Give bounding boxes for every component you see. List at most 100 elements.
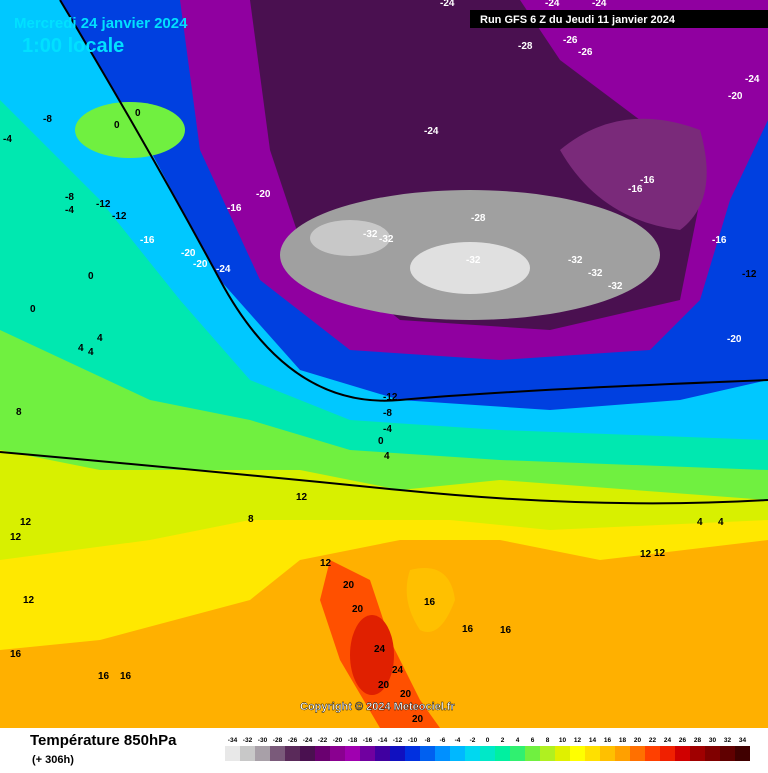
scale-swatch — [270, 746, 285, 761]
scale-swatch — [540, 746, 555, 761]
scale-swatch — [630, 746, 645, 761]
scale-swatch — [330, 746, 345, 761]
scale-swatch — [225, 746, 240, 761]
scale-swatch — [615, 746, 630, 761]
contour-label: 12 — [654, 548, 666, 559]
contour-label: 12 — [640, 549, 652, 560]
contour-label: -16 — [140, 235, 155, 246]
contour-label: -26 — [563, 35, 578, 46]
scale-label: -22 — [318, 737, 328, 744]
contour-labels: -24 -24 -24-28-26-26-24-20-24-800-4-8-4-12… — [3, 0, 760, 725]
scale-label: -10 — [408, 737, 418, 744]
contour-label: 12 — [296, 492, 308, 503]
map — [0, 0, 768, 728]
scale-swatch — [555, 746, 570, 761]
scale-swatch — [465, 746, 480, 761]
contour-label: -28 — [471, 213, 486, 224]
scale-label: 16 — [604, 737, 612, 744]
scale-swatch — [735, 746, 750, 761]
contour-label: 16 — [98, 671, 110, 682]
scale-label: -32 — [243, 737, 253, 744]
contour-label: 0 — [88, 271, 94, 282]
scale-swatch — [255, 746, 270, 761]
contour-label: -26 — [578, 47, 593, 58]
scale-label: 26 — [679, 737, 687, 744]
color-scale: -34 -32 -30 -28 -26 -24 -22 -20 -18 -16 -14 -12 -10-… — [225, 737, 750, 761]
scale-label: -34 — [228, 737, 238, 744]
contour-label: -32 — [379, 234, 394, 245]
contour-label: -32 — [363, 229, 378, 240]
scale-label: 32 — [724, 737, 732, 744]
scale-swatch — [585, 746, 600, 761]
contour-label: 8 — [248, 514, 254, 525]
contour-label: 16 — [500, 625, 512, 636]
scale-swatch — [240, 746, 255, 761]
scale-label: -30 — [258, 737, 268, 744]
contour-label: 4 — [697, 517, 703, 528]
contour-label: 4 — [384, 451, 390, 462]
scale-swatch — [510, 746, 525, 761]
contour-label: -12 — [383, 392, 398, 403]
contour-label: 16 — [462, 624, 474, 635]
scale-label: -4 — [455, 737, 461, 744]
contour-label: -16 — [628, 184, 643, 195]
scale-label: 30 — [709, 737, 717, 744]
scale-swatch — [450, 746, 465, 761]
contour-label: -16 — [640, 175, 655, 186]
scale-swatch — [720, 746, 735, 761]
scale-swatch — [420, 746, 435, 761]
contour-label: -16 — [227, 203, 242, 214]
contour-label: -24 — [216, 264, 231, 275]
contour-label: 0 — [30, 304, 36, 315]
contour-label: -20 — [728, 91, 743, 102]
legend-lead: (+ 306h) — [32, 754, 74, 766]
scale-label: -14 — [378, 737, 388, 744]
contour-label: 8 — [16, 407, 22, 418]
contour-label: -20 — [727, 334, 742, 345]
contour-label: -28 — [518, 41, 533, 52]
scale-swatch — [600, 746, 615, 761]
run-info: Run GFS 6 Z du Jeudi 11 janvier 2024 — [480, 14, 676, 26]
contour-label: -32 — [466, 255, 481, 266]
contour-label: -24 — [424, 126, 439, 137]
scale-swatch — [705, 746, 720, 761]
contour-label: 16 — [120, 671, 132, 682]
contour-label: 4 — [97, 333, 103, 344]
contour-label: 4 — [88, 347, 94, 358]
contour-label: -20 — [256, 189, 271, 200]
scale-label: 8 — [546, 737, 550, 744]
scale-swatch — [285, 746, 300, 761]
scale-label: 20 — [634, 737, 642, 744]
contour-label: -4 — [3, 134, 12, 145]
scale-label: -12 — [393, 737, 403, 744]
scale-swatch — [405, 746, 420, 761]
contour-label: 0 — [135, 108, 141, 119]
contour-label: -12 — [742, 269, 757, 280]
scale-swatch — [345, 746, 360, 761]
scale-swatch — [675, 746, 690, 761]
scale-label: -24 — [303, 737, 313, 744]
scale-label: -26 — [288, 737, 298, 744]
scale-label: 18 — [619, 737, 627, 744]
scale-swatch — [360, 746, 375, 761]
scale-label: -8 — [425, 737, 431, 744]
contour-label: 12 — [23, 595, 35, 606]
contour-label: 12 — [320, 558, 332, 569]
copyright: Copyright © 2024 Meteociel.fr — [300, 701, 456, 713]
contour-label: -4 — [65, 205, 74, 216]
contour-label: 20 — [352, 604, 364, 615]
scale-label: 34 — [739, 737, 747, 744]
contour-label: 20 — [378, 680, 390, 691]
contour-label: -24 — [592, 0, 607, 9]
scale-swatch — [660, 746, 675, 761]
contour-label: -12 — [96, 199, 111, 210]
scale-swatch — [495, 746, 510, 761]
contour-label: 20 — [412, 714, 424, 725]
scale-swatch — [315, 746, 330, 761]
contour-label: -4 — [383, 424, 392, 435]
scale-label: -2 — [470, 737, 476, 744]
contour-label: 24 — [392, 665, 404, 676]
scale-label: -16 — [363, 737, 373, 744]
scale-swatch — [480, 746, 495, 761]
scale-label: 4 — [516, 737, 520, 744]
